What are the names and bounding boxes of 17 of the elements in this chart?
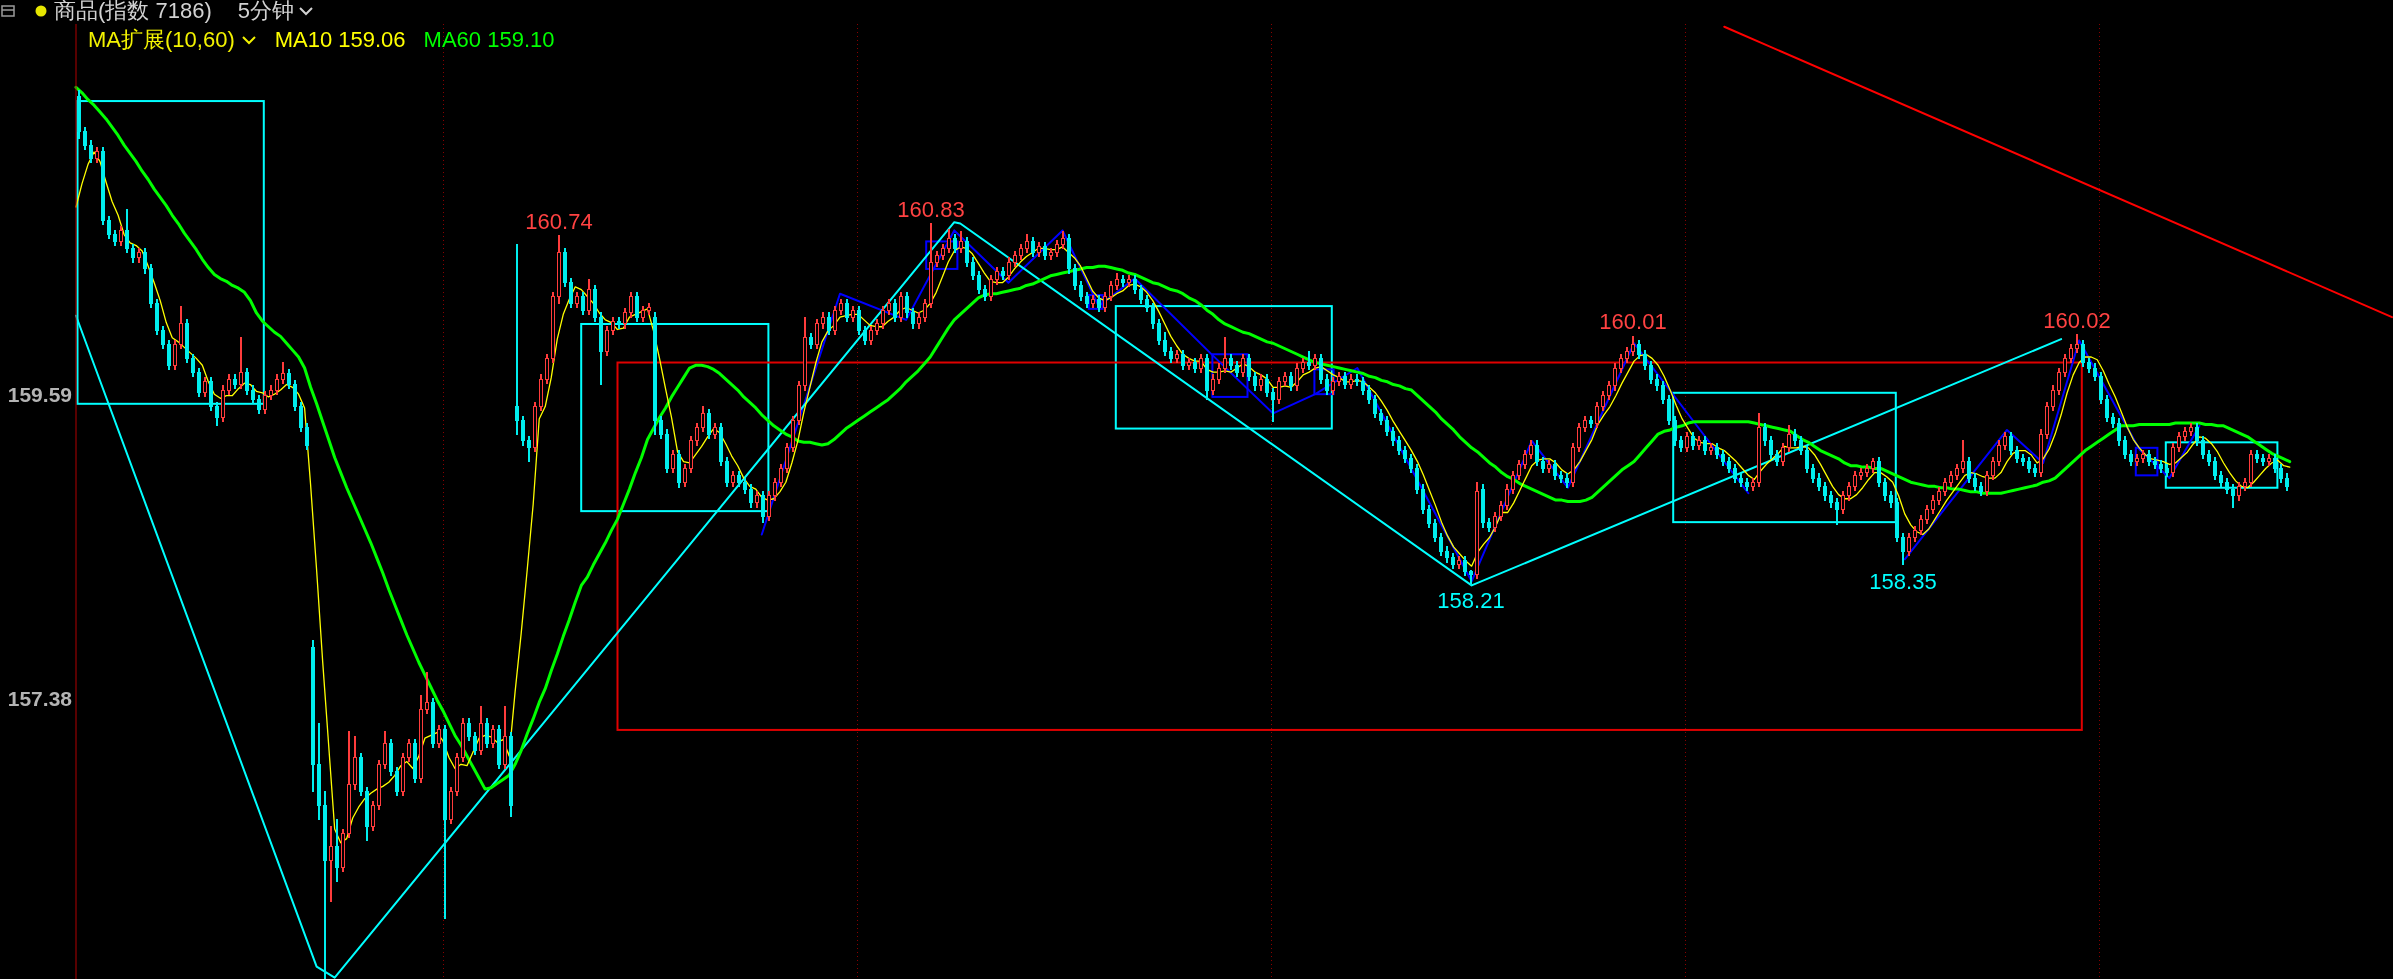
legend-label: MA10 159.06 — [274, 27, 406, 53]
line-series — [1903, 339, 2201, 561]
annotation: 160.02 — [2043, 307, 2111, 333]
legend-title: MA扩展(10,60) — [88, 27, 235, 53]
y-tick-label: 157.38 — [7, 686, 73, 710]
annotation: 158.21 — [1437, 588, 1505, 614]
annotation: 160.74 — [525, 208, 593, 234]
annotation: 158.35 — [1869, 568, 1937, 594]
y-tick-label: 159.59 — [7, 382, 72, 406]
annotation: 160.01 — [1599, 309, 1667, 335]
line-series — [760, 229, 1750, 583]
chart-subtitle: 5分钟 — [237, 0, 294, 23]
chart-title: 商品(指数 7186) — [54, 0, 212, 23]
line-series — [74, 85, 2292, 791]
text: MA60 159.10 — [423, 27, 555, 53]
annotation: 160.83 — [897, 196, 965, 222]
candlestick — [515, 244, 519, 435]
